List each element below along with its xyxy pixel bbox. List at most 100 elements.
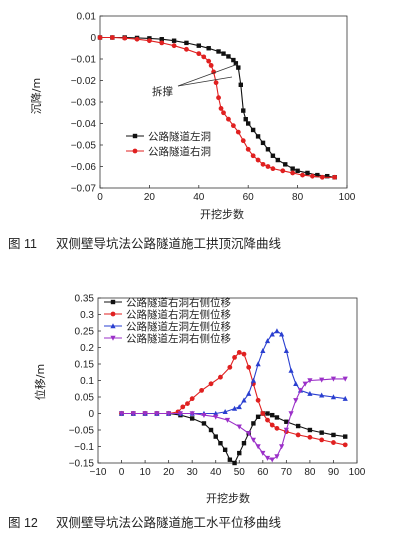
data-point-13: [246, 390, 252, 396]
series-2: [97, 35, 338, 180]
data-point-30: [310, 173, 315, 179]
data-point-9: [222, 409, 228, 415]
y-tick-label: 0: [90, 33, 96, 44]
data-point-12: [250, 437, 256, 443]
data-point-14: [260, 450, 266, 456]
data-point-9: [213, 434, 218, 439]
data-point-11: [208, 63, 214, 68]
data-point-26: [319, 437, 325, 443]
data-point-28: [295, 168, 300, 173]
data-point-22: [297, 388, 304, 394]
data-point-13: [232, 460, 237, 466]
x-tick-label: 80: [304, 467, 316, 478]
data-point-12: [227, 364, 233, 370]
data-point-31: [325, 173, 330, 179]
data-point-29: [305, 170, 310, 176]
data-point-20: [240, 138, 246, 144]
y-tick-label: −0.03: [71, 98, 97, 109]
y-tick-label: −0.05: [69, 426, 95, 437]
data-point-9: [206, 46, 211, 51]
data-point-26: [283, 162, 288, 167]
x-tick-label: 60: [257, 467, 269, 478]
data-point-24: [270, 153, 276, 158]
legend-item-3: 公路隧道左洞左侧位移: [104, 320, 231, 333]
data-point-16: [238, 82, 243, 87]
data-point-25: [307, 390, 313, 396]
data-point-11: [221, 51, 226, 56]
data-point-3: [134, 36, 140, 42]
chart1-axes: 0 20 40 60 80 100 0.01 0 −0.01 −0.02 −0.03 −0.04 −0.…: [71, 12, 356, 204]
data-point-21: [245, 146, 251, 152]
data-point-9: [201, 54, 207, 60]
legend-label: 公路隧道右洞: [148, 145, 211, 158]
data-point-8: [189, 396, 195, 402]
y-tick-label: 0.05: [75, 393, 95, 404]
annotation-pointer-line: [177, 63, 239, 87]
data-point-8: [213, 410, 219, 416]
data-point-7: [185, 401, 190, 406]
legend-item-1: 公路隧道右洞右侧位移: [104, 296, 231, 309]
chart2-x-axis-label: 开挖步数: [206, 491, 250, 505]
data-point-18: [243, 117, 248, 122]
chart1-annotation-group: 拆撑: [152, 63, 239, 98]
data-point-5: [177, 411, 184, 417]
series-line: [100, 36, 335, 178]
data-point-26: [319, 430, 324, 435]
data-point-16: [269, 457, 275, 463]
data-point-32: [332, 174, 338, 180]
x-tick-label: 20: [144, 192, 156, 203]
data-point-25: [307, 427, 313, 433]
data-point-21: [270, 412, 275, 418]
data-point-10: [231, 405, 238, 411]
data-point-18: [255, 414, 261, 419]
x-tick-label: 40: [193, 192, 205, 203]
data-point-27: [342, 376, 348, 382]
data-point-14: [236, 350, 242, 355]
data-point-12: [241, 397, 247, 403]
data-point-19: [274, 328, 280, 334]
data-point-20: [250, 127, 256, 133]
data-point-22: [288, 367, 294, 373]
x-tick-label: 40: [210, 467, 222, 478]
data-point-23: [255, 157, 261, 163]
figure-12-caption: 双侧壁导坑法公路隧道施工水平位移曲线: [56, 515, 282, 530]
data-point-7: [201, 421, 207, 426]
data-point-3: [154, 411, 160, 417]
data-point-12: [226, 54, 231, 59]
data-point-16: [246, 364, 252, 370]
data-point-1: [109, 35, 115, 40]
data-point-17: [226, 116, 231, 122]
displacement-chart: −10 0 10 20 30 40 50 60 70 80 90 100 0.35 0.3 0.25 0.2 0…: [33, 294, 366, 506]
data-point-27: [331, 440, 336, 445]
chart2-series-group: [118, 328, 348, 466]
data-point-25: [275, 157, 281, 163]
data-point-6: [171, 43, 177, 49]
data-point-17: [264, 338, 271, 344]
data-point-27: [330, 394, 337, 400]
data-point-24: [295, 432, 301, 438]
data-point-28: [342, 442, 348, 448]
y-tick-label: −0.02: [71, 76, 97, 87]
data-point-15: [241, 351, 247, 357]
y-tick-label: −0.05: [71, 141, 97, 152]
x-tick-label: 90: [328, 467, 340, 478]
data-point-legend: [132, 133, 138, 139]
data-point-4: [166, 411, 172, 417]
data-point-17: [241, 108, 246, 113]
data-point-6: [180, 404, 186, 410]
chart2-y-axis-label: 位移/m: [33, 364, 47, 400]
data-point-23: [284, 419, 289, 424]
data-point-legend: [110, 299, 116, 305]
data-point-8: [196, 43, 201, 48]
data-point-27: [331, 432, 336, 438]
y-tick-label: −0.04: [71, 119, 97, 130]
data-point-15: [218, 106, 224, 111]
data-point-11: [236, 404, 242, 410]
chart2-axes: −10 0 10 20 30 40 50 60 70 80 90 100 0.35 0.3 0.25 0.2 0…: [69, 294, 366, 479]
series-1: [97, 35, 337, 180]
data-point-23: [293, 381, 299, 386]
data-point-legend: [110, 335, 116, 341]
data-point-24: [295, 423, 301, 429]
data-point-27: [290, 166, 295, 171]
